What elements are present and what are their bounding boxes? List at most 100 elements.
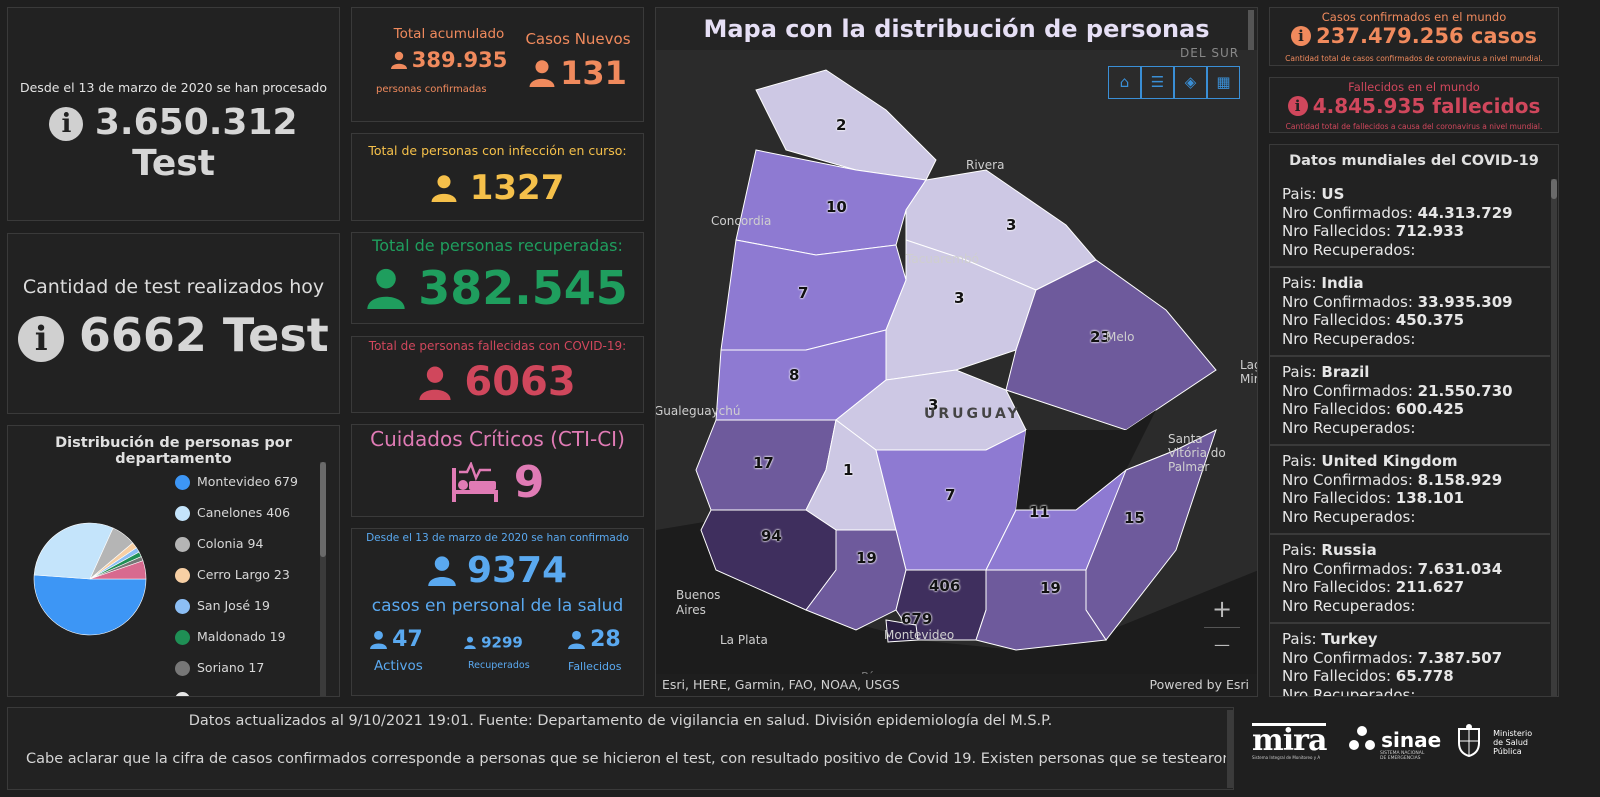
place-label: La Plata — [720, 633, 768, 647]
new-cases-value-row: 131 — [518, 54, 638, 92]
country-card[interactable]: Pais: Turkey Nro Confirmados: 7.387.507 Nr… — [1270, 624, 1550, 697]
world-deceased-value: 4.845.935 fallecidos — [1312, 94, 1541, 118]
accumulated-cases-panel: Total acumulado 389.935 personas confirm… — [351, 7, 644, 122]
map-attribution-bar: Esri, HERE, Garmin, FAO, NOAA, USGS Powe… — [656, 674, 1257, 696]
distribution-map-panel[interactable]: Mapa con la distribución de personas ⌂ ☰… — [655, 7, 1258, 697]
footer-update-line: Datos actualizados al 9/10/2021 19:01. F… — [188, 713, 1053, 729]
country-label: Pais: — [1282, 363, 1317, 381]
place-label: Lag Mir — [1240, 358, 1258, 386]
critical-care-value-row: 9 — [352, 457, 643, 508]
country-confirmed-row: Nro Confirmados: 44.313.729 — [1282, 204, 1538, 223]
country-deceased-row: Nro Fallecidos: 450.375 — [1282, 311, 1538, 330]
active-infections-value-row: 1327 — [352, 168, 643, 208]
region-maldonado — [975, 569, 1107, 651]
world-list-scrollbar[interactable] — [1551, 179, 1557, 696]
footer-panel: Datos actualizados al 9/10/2021 19:01. F… — [7, 707, 1234, 790]
uruguay-map[interactable] — [656, 50, 1258, 697]
map-count[interactable]: 2 — [836, 116, 847, 134]
place-label: Buenos Aires — [676, 588, 721, 617]
map-count[interactable]: 3 — [928, 396, 939, 414]
footer-scrollbar[interactable] — [1227, 710, 1233, 788]
list-icon[interactable]: ☰ — [1141, 66, 1174, 99]
country-card[interactable]: Pais: US Nro Confirmados: 44.313.729 Nro F… — [1270, 179, 1550, 268]
layers-icon[interactable]: ◈ — [1174, 66, 1207, 99]
sinae-logo-subtitle: SISTEMA NACIONAL DE EMERGENCIAS — [1380, 751, 1425, 761]
health-deceased-value: 28 — [590, 627, 621, 652]
map-count[interactable]: 19 — [856, 549, 877, 567]
country-confirmed-row: Nro Confirmados: 8.158.929 — [1282, 471, 1538, 490]
map-count[interactable]: 406 — [929, 577, 961, 595]
country-name: Russia — [1321, 541, 1377, 559]
country-recovered-row: Nro Recuperados: — [1282, 686, 1538, 697]
deceased-label: Nro Fallecidos: — [1282, 400, 1391, 418]
pie-slice-otros[interactable] — [89, 560, 147, 580]
map-count[interactable]: 3 — [954, 289, 965, 307]
info-icon: i — [49, 107, 84, 141]
country-card[interactable]: Pais: United Kingdom Nro Confirmados: 8.1… — [1270, 446, 1550, 535]
world-country-list[interactable]: Pais: US Nro Confirmados: 44.313.729 Nro F… — [1270, 179, 1550, 697]
map-count[interactable]: 15 — [1124, 509, 1145, 527]
country-confirmed-row: Nro Confirmados: 7.631.034 — [1282, 560, 1538, 579]
recovered-title: Total de personas recuperadas: — [372, 236, 623, 255]
health-staff-subtitle: casos en personal de la salud — [371, 596, 624, 616]
country-recovered-row: Nro Recuperados: — [1282, 419, 1538, 438]
map-count[interactable]: 19 — [1040, 579, 1061, 597]
qr-icon[interactable]: ▦ — [1207, 66, 1240, 99]
map-count[interactable]: 8 — [789, 366, 800, 384]
person-icon — [464, 636, 476, 649]
country-name: US — [1321, 185, 1345, 203]
country-recovered-row: Nro Recuperados: — [1282, 241, 1538, 260]
deceased-panel: Total de personas fallecidas con COVID-1… — [351, 336, 644, 413]
map-count[interactable]: 7 — [798, 284, 809, 302]
place-label: Santa Vitória do Palmar — [1168, 432, 1226, 474]
health-staff-caption: Desde el 13 de marzo de 2020 se han conf… — [366, 532, 629, 544]
zoom-in-button[interactable]: + — [1204, 592, 1240, 628]
country-label: Pais: — [1282, 274, 1317, 292]
country-name-row: Pais: Turkey — [1282, 630, 1538, 649]
home-icon[interactable]: ⌂ — [1108, 66, 1141, 99]
map-count[interactable]: 11 — [1029, 503, 1050, 521]
world-data-panel: Datos mundiales del COVID-19 Pais: US Nro… — [1269, 144, 1559, 697]
zoom-out-button[interactable]: — — [1214, 635, 1230, 654]
total-tests-caption: Desde el 13 de marzo de 2020 se han proc… — [19, 80, 327, 95]
sinae-logo: sinae SISTEMA NACIONAL DE EMERGENCIAS — [1348, 725, 1441, 761]
recovered-value-row: 382.545 — [352, 261, 643, 315]
country-name-row: Pais: US — [1282, 185, 1538, 204]
map-count[interactable]: 17 — [753, 454, 774, 472]
map-attribution[interactable]: Esri, HERE, Garmin, FAO, NOAA, USGS — [662, 677, 900, 692]
map-count[interactable]: 10 — [826, 198, 847, 216]
place-label: Tacuarembó — [906, 252, 979, 266]
place-label: DEL SUR — [1180, 46, 1240, 60]
map-title: Mapa con la distribución de personas — [703, 15, 1210, 43]
legend-scroll-thumb[interactable] — [320, 462, 326, 557]
recovered-label: Nro Recuperados: — [1282, 329, 1416, 348]
world-confirmed-title: Casos confirmados en el mundo — [1321, 10, 1507, 24]
world-list-scroll-thumb[interactable] — [1551, 179, 1557, 199]
map-count[interactable]: 7 — [945, 486, 956, 504]
place-label: Concordia — [711, 214, 772, 228]
country-label: URUGUAY — [924, 406, 1021, 422]
map-count[interactable]: 94 — [761, 527, 782, 545]
map-count[interactable]: 679 — [901, 610, 933, 628]
map-title-scrollbar[interactable] — [1248, 10, 1254, 50]
country-card[interactable]: Pais: Brazil Nro Confirmados: 21.550.730 N… — [1270, 357, 1550, 446]
country-card[interactable]: Pais: India Nro Confirmados: 33.935.309 Nr… — [1270, 268, 1550, 357]
active-infections-value: 1327 — [469, 168, 565, 208]
deceased-title: Total de personas fallecidas con COVID-1… — [368, 339, 627, 353]
country-deceased-row: Nro Fallecidos: 211.627 — [1282, 578, 1538, 597]
country-name-row: Pais: Brazil — [1282, 363, 1538, 382]
country-card[interactable]: Pais: Russia Nro Confirmados: 7.631.034 Nr… — [1270, 535, 1550, 624]
map-powered-by[interactable]: Powered by Esri — [1149, 677, 1249, 692]
person-icon — [568, 630, 585, 649]
accumulated-value-row: 389.935 — [364, 48, 534, 72]
total-tests-value: 3.650.312 Test — [94, 102, 298, 184]
critical-care-panel: Cuidados Críticos (CTI-CI) 9 — [351, 424, 644, 517]
map-count[interactable]: 23 — [1090, 328, 1111, 346]
department-pie-chart — [33, 522, 147, 636]
map-count[interactable]: 1 — [843, 461, 854, 479]
pie-slice-canelones[interactable] — [33, 522, 114, 580]
legend-scrollbar[interactable] — [320, 462, 326, 696]
pie-slice-montevideo[interactable] — [33, 574, 147, 636]
map-count[interactable]: 3 — [1006, 216, 1017, 234]
legend-swatch — [175, 630, 190, 645]
